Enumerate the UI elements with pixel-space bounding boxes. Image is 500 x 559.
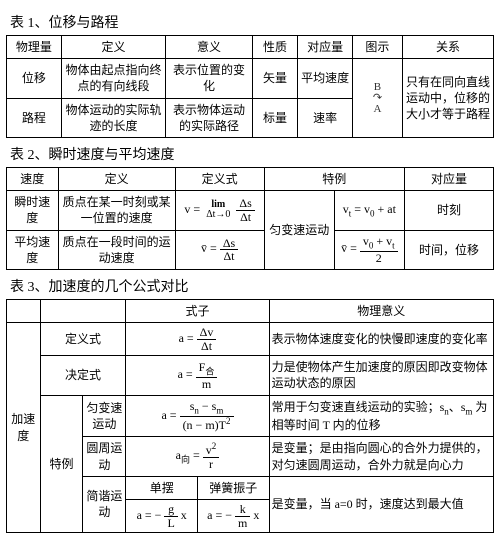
th: 定义 bbox=[61, 36, 166, 59]
cell: 瞬时速度 bbox=[7, 191, 59, 230]
cell: 速率 bbox=[298, 98, 353, 137]
formula-cell: a = sn − sm(n − m)T2 bbox=[126, 395, 269, 437]
th: 定义式 bbox=[175, 167, 264, 190]
cell: 平均速度 bbox=[298, 59, 353, 98]
th: 物理量 bbox=[7, 36, 62, 59]
cell: 物体由起点指向终点的有向线段 bbox=[61, 59, 166, 98]
th: 对应量 bbox=[298, 36, 353, 59]
cell: 简谐运动 bbox=[83, 476, 126, 532]
th: 意义 bbox=[166, 36, 252, 59]
sketch-cell: B ↷ A bbox=[352, 59, 402, 138]
formula-cell: a向 = v2r bbox=[126, 437, 269, 476]
formula-cell: v = limΔt→0 ΔsΔt bbox=[175, 191, 264, 230]
table2: 速度 定义 定义式 特例 对应量 瞬时速度 质点在某一时刻或某一位置的速度 v … bbox=[6, 167, 494, 270]
th: 速度 bbox=[7, 167, 59, 190]
cell: 质点在某一时刻或某一位置的速度 bbox=[58, 191, 175, 230]
th: 式子 bbox=[126, 299, 269, 322]
th: 物理意义 bbox=[269, 299, 493, 322]
cell: 特例 bbox=[40, 395, 83, 532]
cell: 时间，位移 bbox=[404, 230, 493, 269]
formula-cell: vt = v0 + at bbox=[334, 191, 404, 230]
th: 关系 bbox=[402, 36, 493, 59]
cell: 单摆 bbox=[126, 476, 198, 499]
cell: 表示位置的变化 bbox=[166, 59, 252, 98]
th: 定义 bbox=[58, 167, 175, 190]
th: 对应量 bbox=[404, 167, 493, 190]
cell: 常用于匀变速直线运动的实验；sn、sm 为相等时间 T 内的位移 bbox=[269, 395, 493, 437]
table2-title: 表 2、瞬时速度与平均速度 bbox=[10, 144, 494, 164]
table3: 式子 物理意义 加速度 定义式 a = ΔvΔt 表示物体速度变化的快慢即速度的… bbox=[6, 299, 494, 533]
cell: 只有在同向直线运动中，位移的大小才等于路程 bbox=[402, 59, 493, 138]
cell: 是变量；是由指向圆心的合外力提供的，对匀速圆周运动，合外力就是向心力 bbox=[269, 437, 493, 476]
cell: 位移 bbox=[7, 59, 62, 98]
cell: 是变量，当 a=0 时，速度达到最大值 bbox=[269, 476, 493, 532]
cell: 力是使物体产生加速度的原因即改变物体运动状态的原因 bbox=[269, 356, 493, 395]
side-label: 加速度 bbox=[7, 323, 41, 533]
th bbox=[40, 299, 126, 322]
cell: 平均速度 bbox=[7, 230, 59, 269]
formula-cell: v̄ = ΔsΔt bbox=[175, 230, 264, 269]
cell: 决定式 bbox=[40, 356, 126, 395]
formula-cell: v̄ = v0 + vt2 bbox=[334, 230, 404, 269]
table1: 物理量 定义 意义 性质 对应量 图示 关系 位移 物体由起点指向终点的有向线段… bbox=[6, 35, 494, 138]
formula-cell: a = − gL x bbox=[126, 499, 198, 532]
formula-cell: a = − km x bbox=[197, 499, 269, 532]
cell: 矢量 bbox=[252, 59, 298, 98]
cell: 物体运动的实际轨迹的长度 bbox=[61, 98, 166, 137]
th: 特例 bbox=[264, 167, 404, 190]
cell: 质点在一段时间的运动速度 bbox=[58, 230, 175, 269]
cell: 匀变速运动 bbox=[83, 395, 126, 437]
th bbox=[7, 299, 41, 322]
cell: 弹簧振子 bbox=[197, 476, 269, 499]
th: 图示 bbox=[352, 36, 402, 59]
cell: 圆周运动 bbox=[83, 437, 126, 476]
cell: 表示物体速度变化的快慢即速度的变化率 bbox=[269, 323, 493, 356]
formula-cell: a = F合m bbox=[126, 356, 269, 395]
cell: 路程 bbox=[7, 98, 62, 137]
cell: 标量 bbox=[252, 98, 298, 137]
table1-title: 表 1、位移与路程 bbox=[10, 12, 494, 32]
cell: 表示物体运动的实际路径 bbox=[166, 98, 252, 137]
cell: 匀变速运动 bbox=[264, 191, 334, 270]
formula-cell: a = ΔvΔt bbox=[126, 323, 269, 356]
th: 性质 bbox=[252, 36, 298, 59]
table3-title: 表 3、加速度的几个公式对比 bbox=[10, 276, 494, 296]
cell: 时刻 bbox=[404, 191, 493, 230]
cell: 定义式 bbox=[40, 323, 126, 356]
